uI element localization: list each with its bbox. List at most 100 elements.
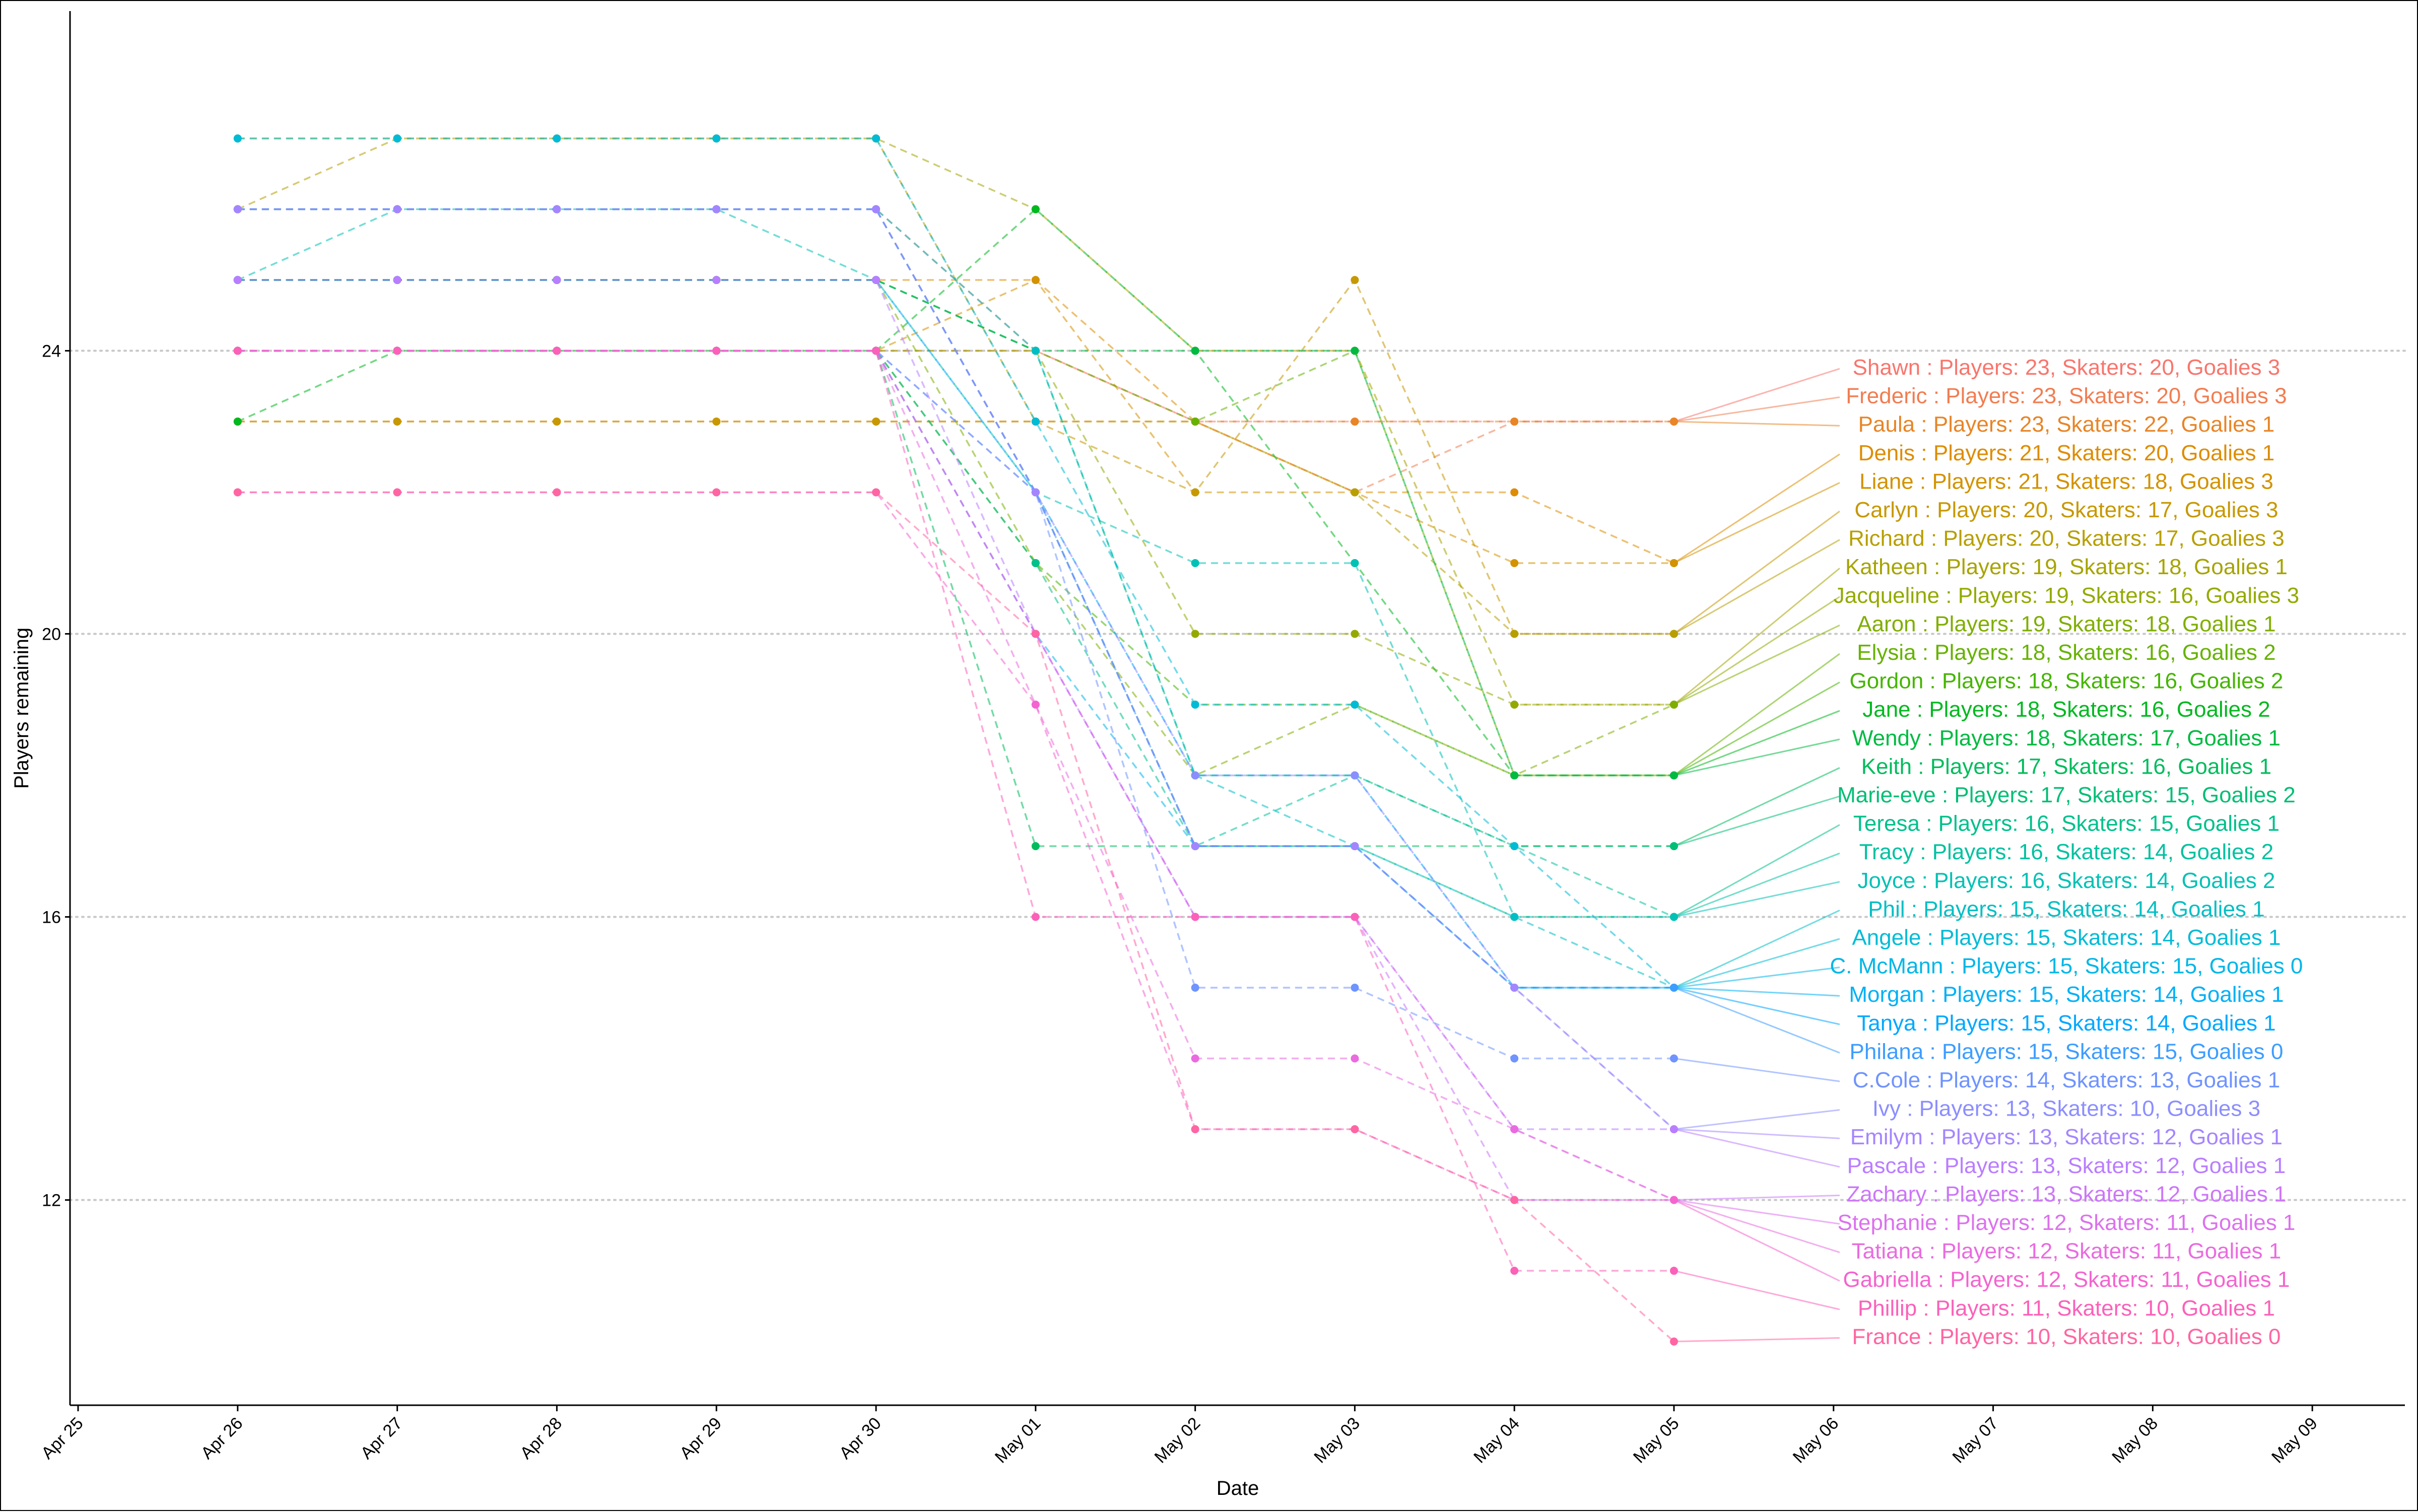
series-line — [237, 350, 1674, 989]
data-point — [712, 347, 721, 355]
x-tick-label: Apr 26 — [197, 1414, 247, 1463]
label-leader-line — [1673, 795, 1840, 847]
data-point — [1670, 1054, 1678, 1063]
series-line — [237, 350, 1674, 847]
data-point — [553, 488, 561, 497]
series-label: Shawn : Players: 23, Skaters: 20, Goalie… — [1853, 355, 2280, 380]
label-leader-line — [1673, 1270, 1840, 1311]
data-point — [553, 347, 561, 355]
y-ticks: 12 16 20 24 — [42, 341, 70, 1210]
data-point — [233, 488, 242, 497]
data-point — [233, 347, 242, 355]
data-point — [1351, 913, 1359, 921]
series-label: Tracy : Players: 16, Skaters: 14, Goalie… — [1859, 840, 2274, 864]
series-label: Gordon : Players: 18, Skaters: 16, Goali… — [1850, 669, 2283, 694]
data-point — [1191, 417, 1199, 426]
series-label: Marie-eve : Players: 17, Skaters: 15, Go… — [1837, 783, 2296, 807]
label-leader-line — [1673, 653, 1840, 776]
data-point — [1510, 842, 1519, 850]
series-line — [237, 138, 1675, 989]
data-point — [1670, 913, 1678, 921]
data-point — [1510, 1125, 1519, 1134]
label-leader-line — [1673, 967, 1840, 989]
data-point — [393, 276, 401, 284]
data-point — [1031, 417, 1040, 426]
data-point — [233, 276, 242, 284]
label-leader-line — [1673, 881, 1840, 918]
label-leader-lines — [1673, 368, 1840, 1343]
series-line — [237, 278, 1674, 635]
series-label: Gabriella : Players: 12, Skaters: 11, Go… — [1843, 1267, 2290, 1292]
series-label: Emilym : Players: 13, Skaters: 12, Goali… — [1850, 1125, 2282, 1149]
label-leader-line — [1673, 1199, 1840, 1225]
data-point — [233, 134, 242, 143]
data-point — [1670, 1267, 1678, 1275]
data-point — [712, 134, 721, 143]
series-label: Morgan : Players: 15, Skaters: 14, Goali… — [1849, 982, 2283, 1007]
data-point — [1510, 559, 1519, 567]
data-point — [1351, 700, 1359, 709]
data-point — [1191, 913, 1199, 921]
x-tick-label: May 01 — [991, 1414, 1045, 1467]
series-line — [237, 350, 1674, 777]
data-point — [1031, 488, 1040, 497]
data-point — [1031, 913, 1040, 921]
label-leader-line — [1673, 421, 1840, 427]
data-point — [872, 417, 880, 426]
series-lines — [237, 138, 1675, 1342]
series-label: Jacqueline : Players: 19, Skaters: 16, G… — [1834, 583, 2300, 608]
x-tick-label: May 04 — [1470, 1414, 1523, 1467]
label-leader-line — [1673, 1058, 1840, 1082]
label-leader-line — [1673, 767, 1840, 847]
data-point — [1510, 630, 1519, 638]
data-point — [1510, 488, 1519, 497]
x-tick-label: May 02 — [1151, 1414, 1204, 1467]
data-point — [872, 134, 880, 143]
series-line — [237, 350, 1674, 706]
series-label: Paula : Players: 23, Skaters: 22, Goalie… — [1858, 412, 2275, 437]
data-point — [712, 488, 721, 497]
data-point — [553, 276, 561, 284]
x-tick-label: May 09 — [2268, 1414, 2321, 1467]
y-tick-label: 16 — [42, 908, 61, 927]
data-point — [1031, 842, 1040, 850]
data-point — [872, 205, 880, 214]
series-label: Wendy : Players: 18, Skaters: 17, Goalie… — [1852, 726, 2280, 750]
data-point — [1670, 559, 1678, 567]
data-point — [1670, 700, 1678, 709]
series-label: Tanya : Players: 15, Skaters: 14, Goalie… — [1857, 1011, 2276, 1036]
series-label: Teresa : Players: 16, Skaters: 15, Goali… — [1853, 811, 2279, 836]
series-line — [237, 350, 1674, 1201]
y-tick-label: 20 — [42, 625, 61, 644]
data-point — [1351, 488, 1359, 497]
data-point — [1191, 771, 1199, 780]
x-tick-label: May 03 — [1310, 1414, 1364, 1467]
data-point — [1031, 630, 1040, 638]
series-label: France : Players: 10, Skaters: 10, Goali… — [1852, 1324, 2280, 1349]
x-tick-label: Apr 25 — [38, 1414, 87, 1463]
data-point — [1031, 559, 1040, 567]
label-leader-line — [1673, 938, 1840, 989]
data-point — [1670, 1125, 1678, 1134]
label-leader-line — [1673, 1199, 1840, 1282]
data-point — [1031, 205, 1040, 214]
data-point — [1351, 842, 1359, 850]
series-label: Zachary : Players: 13, Skaters: 12, Goal… — [1846, 1182, 2286, 1206]
series-label: Phil : Players: 15, Skaters: 14, Goalies… — [1868, 897, 2265, 921]
label-leader-line — [1673, 824, 1840, 918]
series-line — [237, 279, 1674, 1130]
data-point — [872, 488, 880, 497]
data-point — [1510, 1054, 1519, 1063]
label-leader-line — [1673, 539, 1840, 635]
series-line — [237, 350, 1674, 1201]
label-leader-line — [1673, 1194, 1840, 1201]
data-point — [1351, 276, 1359, 284]
label-leader-line — [1673, 852, 1840, 918]
series-label: Frederic : Players: 23, Skaters: 20, Goa… — [1846, 384, 2287, 408]
series-line — [237, 208, 1675, 1130]
series-line — [237, 350, 1675, 1130]
series-label: C.Cole : Players: 14, Skaters: 13, Goali… — [1853, 1068, 2280, 1092]
series-label: Phillip : Players: 11, Skaters: 10, Goal… — [1858, 1296, 2275, 1321]
label-leader-line — [1673, 453, 1840, 564]
